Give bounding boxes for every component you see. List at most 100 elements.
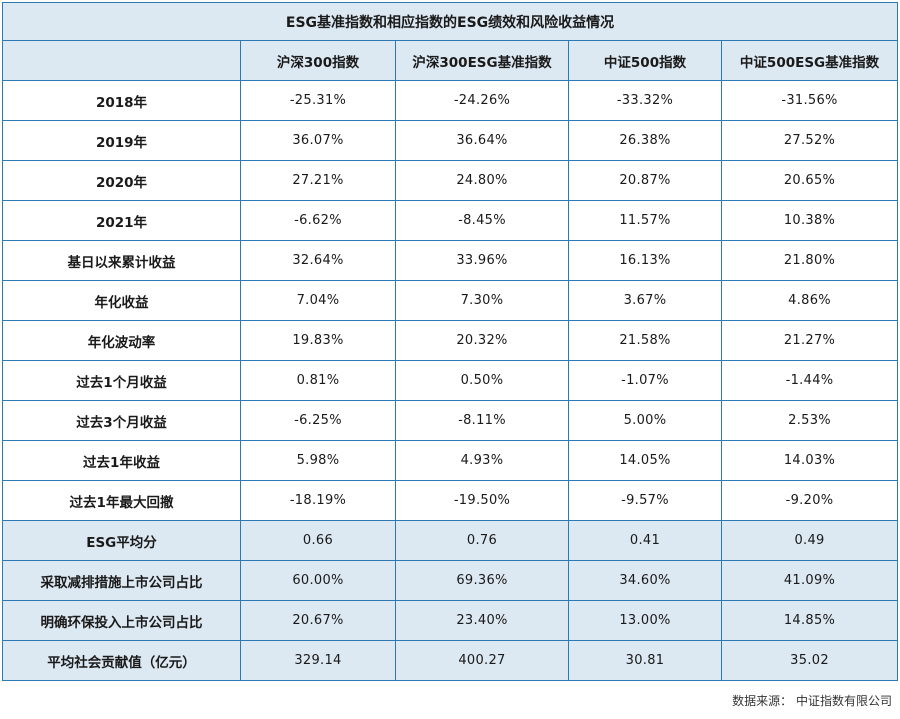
data-source-note: 数据来源： 中证指数有限公司 — [732, 694, 892, 708]
row-label: 明确环保投入上市公司占比 — [2, 600, 241, 641]
table-cell: 2.53% — [720, 400, 899, 441]
table-cell: 20.32% — [395, 320, 569, 361]
table-cell: 4.86% — [720, 280, 899, 321]
row-label: 2018年 — [2, 80, 241, 121]
table-title: ESG基准指数和相应指数的ESG绩效和风险收益情况 — [1, 2, 899, 41]
table-cell: 27.21% — [240, 160, 396, 201]
table-cell: 26.38% — [568, 120, 722, 161]
table-row: 年化波动率 19.83% 20.32% 21.58% 21.27% — [2, 320, 899, 361]
table-cell: 27.52% — [720, 120, 899, 161]
table-row: 明确环保投入上市公司占比 20.67% 23.40% 13.00% 14.85% — [2, 600, 899, 641]
table-cell: 14.05% — [568, 440, 722, 481]
table-cell: 20.67% — [240, 600, 396, 641]
row-label: 基日以来累计收益 — [2, 240, 241, 281]
esg-performance-table: ESG基准指数和相应指数的ESG绩效和风险收益情况 沪深300指数 沪深300E… — [1, 2, 899, 681]
table-row: 采取减排措施上市公司占比 60.00% 69.36% 34.60% 41.09% — [2, 560, 899, 601]
table-cell: 329.14 — [240, 640, 396, 681]
table-cell: -18.19% — [240, 480, 396, 521]
table-row: 过去1年最大回撤 -18.19% -19.50% -9.57% -9.20% — [2, 480, 899, 521]
row-label: 采取减排措施上市公司占比 — [2, 560, 241, 601]
table-cell: -6.25% — [240, 400, 396, 441]
table-cell: 21.58% — [568, 320, 722, 361]
row-label: 2021年 — [2, 200, 241, 241]
table-row: 基日以来累计收益 32.64% 33.96% 16.13% 21.80% — [2, 240, 899, 281]
table-cell: 4.93% — [395, 440, 569, 481]
table-cell: 41.09% — [720, 560, 899, 601]
table-cell: 20.87% — [568, 160, 722, 201]
table-cell: 0.81% — [240, 360, 396, 401]
table-cell: 11.57% — [568, 200, 722, 241]
table-cell: -25.31% — [240, 80, 396, 121]
table-cell: 36.64% — [395, 120, 569, 161]
table-row: 2018年 -25.31% -24.26% -33.32% -31.56% — [2, 80, 899, 121]
table-cell: 16.13% — [568, 240, 722, 281]
table-cell: 0.76 — [395, 520, 569, 561]
table-row: 过去1年收益 5.98% 4.93% 14.05% 14.03% — [2, 440, 899, 481]
table-cell: 14.85% — [720, 600, 899, 641]
table-cell: 36.07% — [240, 120, 396, 161]
row-label: 2020年 — [2, 160, 241, 201]
table-cell: 0.50% — [395, 360, 569, 401]
table-cell: 33.96% — [395, 240, 569, 281]
table-cell: 19.83% — [240, 320, 396, 361]
table-cell: 23.40% — [395, 600, 569, 641]
table-cell: 10.38% — [720, 200, 899, 241]
row-label: 年化收益 — [2, 280, 241, 321]
header-corner — [2, 40, 241, 81]
table-cell: -33.32% — [568, 80, 722, 121]
table-cell: 34.60% — [568, 560, 722, 601]
table-cell: 5.00% — [568, 400, 722, 441]
column-header: 沪深300指数 — [240, 40, 396, 81]
row-label: 平均社会贡献值（亿元） — [2, 640, 241, 681]
table-cell: 14.03% — [720, 440, 899, 481]
row-label: ESG平均分 — [2, 520, 241, 561]
table-cell: -8.45% — [395, 200, 569, 241]
table-cell: 400.27 — [395, 640, 569, 681]
table-cell: 20.65% — [720, 160, 899, 201]
table-cell: 30.81 — [568, 640, 722, 681]
table-cell: 0.66 — [240, 520, 396, 561]
table-row: 2020年 27.21% 24.80% 20.87% 20.65% — [2, 160, 899, 201]
row-label: 年化波动率 — [2, 320, 241, 361]
table-cell: 60.00% — [240, 560, 396, 601]
table-cell: -31.56% — [720, 80, 899, 121]
table-row: 过去3个月收益 -6.25% -8.11% 5.00% 2.53% — [2, 400, 899, 441]
row-label: 过去1年收益 — [2, 440, 241, 481]
table-cell: 13.00% — [568, 600, 722, 641]
table-cell: 0.41 — [568, 520, 722, 561]
table-cell: -9.20% — [720, 480, 899, 521]
table-cell: 21.27% — [720, 320, 899, 361]
row-label: 过去1个月收益 — [2, 360, 241, 401]
table-cell: 69.36% — [395, 560, 569, 601]
column-header: 中证500指数 — [568, 40, 722, 81]
column-header: 中证500ESG基准指数 — [720, 40, 899, 81]
table-cell: 0.49 — [720, 520, 899, 561]
table-cell: 7.04% — [240, 280, 396, 321]
table-cell: -1.44% — [720, 360, 899, 401]
table-cell: -19.50% — [395, 480, 569, 521]
table-row: ESG平均分 0.66 0.76 0.41 0.49 — [2, 520, 899, 561]
table-row: 平均社会贡献值（亿元） 329.14 400.27 30.81 35.02 — [2, 640, 899, 681]
table-cell: -6.62% — [240, 200, 396, 241]
row-label: 过去3个月收益 — [2, 400, 241, 441]
table-row: 2021年 -6.62% -8.45% 11.57% 10.38% — [2, 200, 899, 241]
table-cell: -9.57% — [568, 480, 722, 521]
table-row: 年化收益 7.04% 7.30% 3.67% 4.86% — [2, 280, 899, 321]
row-label: 2019年 — [2, 120, 241, 161]
table-cell: 3.67% — [568, 280, 722, 321]
table-row: 过去1个月收益 0.81% 0.50% -1.07% -1.44% — [2, 360, 899, 401]
table-cell: -8.11% — [395, 400, 569, 441]
table-row: 2019年 36.07% 36.64% 26.38% 27.52% — [2, 120, 899, 161]
table-cell: 21.80% — [720, 240, 899, 281]
table-cell: 5.98% — [240, 440, 396, 481]
column-header: 沪深300ESG基准指数 — [395, 40, 569, 81]
table-cell: 7.30% — [395, 280, 569, 321]
header-row: 沪深300指数 沪深300ESG基准指数 中证500指数 中证500ESG基准指… — [2, 40, 899, 81]
table-cell: -24.26% — [395, 80, 569, 121]
row-label: 过去1年最大回撤 — [2, 480, 241, 521]
table-cell: 24.80% — [395, 160, 569, 201]
table-cell: 32.64% — [240, 240, 396, 281]
table-body: 2018年 -25.31% -24.26% -33.32% -31.56% 2019年 36… — [2, 80, 899, 681]
table-cell: 35.02 — [720, 640, 899, 681]
